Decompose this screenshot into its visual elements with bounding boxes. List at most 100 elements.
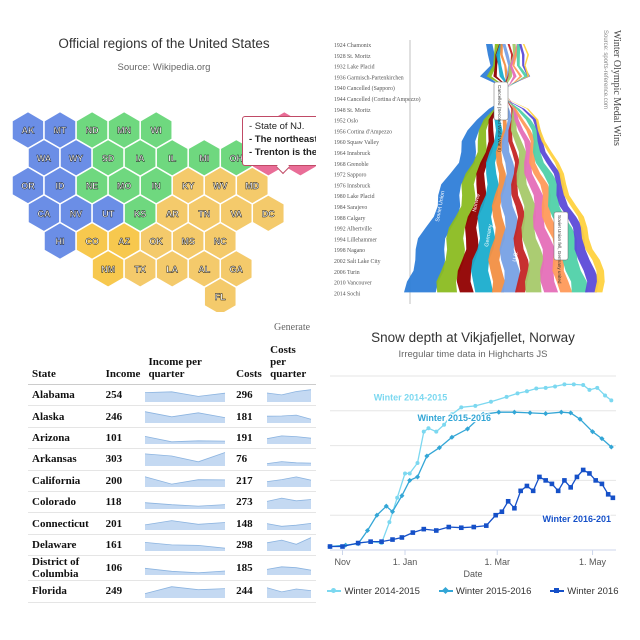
snow-point (549, 481, 555, 487)
snow-point (534, 386, 539, 391)
snow-series-3[interactable] (327, 467, 616, 549)
table-row: Arkansas 303 76 (28, 448, 316, 471)
sparkline[interactable] (144, 514, 226, 531)
table-row: Arizona 101 191 (28, 427, 316, 450)
legend-item-3[interactable]: Winter 2016 (550, 586, 619, 597)
cell-costs: 217 (232, 470, 267, 492)
snow-point (537, 474, 542, 480)
sparkline[interactable] (266, 493, 312, 509)
sparkline[interactable] (266, 407, 312, 424)
cell-state: Arizona (28, 427, 102, 450)
snow-x-title: Date (463, 569, 482, 579)
stream-band-1[interactable] (404, 44, 507, 293)
cell-costs-quarter (266, 384, 316, 407)
stream-band-9[interactable] (507, 44, 559, 293)
sparkline[interactable] (266, 386, 312, 402)
hex-tile-nm[interactable]: NM (91, 249, 125, 289)
hex-tile-dc[interactable]: DC (251, 193, 286, 233)
sparkline[interactable] (144, 535, 226, 552)
hex-label: NC (214, 237, 227, 247)
snow-point (355, 540, 361, 546)
snow-series-label: Winter 2016-201 (543, 514, 611, 524)
stream-band-6[interactable] (499, 44, 521, 293)
snow-point (410, 530, 416, 535)
snow-point (543, 385, 548, 390)
sparkline[interactable] (266, 428, 312, 445)
snow-point (515, 391, 520, 396)
table-panel: Generate State Income Income per quarter… (12, 318, 316, 610)
snow-point (603, 393, 608, 398)
hex-label: WY (69, 153, 84, 163)
snow-tick-label: 1. May (579, 557, 607, 567)
hex-tile-fl[interactable]: FL (203, 277, 238, 312)
sparkline[interactable] (266, 582, 312, 598)
cell-costs: 298 (232, 534, 267, 557)
cell-income: 106 (101, 555, 145, 582)
stream-band-3[interactable] (456, 44, 509, 293)
snow-point (442, 422, 447, 427)
sparkline[interactable] (266, 471, 312, 488)
snow-legend: Winter 2014-2015 Winter 2015-2016 Winter… (318, 586, 628, 597)
cell-costs-quarter (266, 448, 316, 471)
sparkline[interactable] (266, 450, 312, 466)
stream-year-label: 1980 Lake Placid (334, 194, 375, 200)
tooltip-line-3: - Trenton is the (249, 147, 316, 158)
snow-point (605, 492, 611, 497)
hex-label: IA (136, 153, 146, 163)
snow-point (407, 477, 413, 483)
hex-tile-al[interactable]: AL (187, 249, 222, 289)
snow-point (364, 527, 371, 534)
generated-label: Generate (274, 322, 311, 333)
stream-band-12[interactable] (503, 44, 599, 293)
snow-point (426, 426, 431, 431)
stream-year-label: 2006 Turin (334, 270, 360, 276)
snow-point (518, 488, 523, 494)
sparkline[interactable] (144, 428, 226, 445)
sparkline[interactable] (144, 407, 226, 424)
hexmap-chart[interactable]: AKMTNDMNWIMEWAWYSDIAILMIOHPANJORIDNEMOIN… (12, 12, 316, 312)
hex-label: NM (101, 264, 115, 274)
cell-costs: 76 (232, 448, 267, 471)
snow-point (530, 488, 536, 494)
tooltip-line-1: - State of NJ. (249, 121, 305, 132)
legend-item-1[interactable]: Winter 2014-2015 (327, 586, 420, 597)
snow-point (387, 520, 392, 525)
snow-series-label: Winter 2015-2016 (418, 413, 491, 423)
cell-costs-quarter (266, 512, 316, 535)
sparkline[interactable] (144, 493, 226, 509)
sparkline[interactable] (266, 559, 312, 575)
cell-income: 254 (101, 384, 145, 407)
hex-label: TX (134, 264, 146, 274)
snow-point (449, 412, 454, 417)
cell-costs-quarter (266, 491, 316, 514)
hex-label: WI (151, 126, 162, 136)
header-costs-quarter: Costs per quarter (266, 344, 316, 385)
cell-costs-quarter (266, 555, 316, 582)
stream-year-label: 2010 Vancouver (334, 281, 372, 287)
svg-text:Soviet Union fell, Germany uni: Soviet Union fell, Germany united (557, 215, 562, 284)
cell-income-quarter (144, 491, 233, 514)
stream-year-label: 2002 Salt Lake City (334, 259, 381, 265)
sparkline[interactable] (144, 471, 226, 488)
legend-item-2[interactable]: Winter 2015-2016 (438, 586, 531, 597)
hexmap-subtitle: Source: Wikipedia.org (117, 62, 211, 73)
sparkline[interactable] (144, 559, 226, 575)
snow-point (493, 512, 498, 518)
cell-state: Connecticut (28, 512, 102, 535)
stream-year-label: 1972 Sapporo (334, 173, 366, 179)
sparkline[interactable] (266, 514, 312, 531)
hex-label: LA (166, 264, 178, 274)
sparkline[interactable] (144, 582, 226, 598)
legend-swatch-2 (438, 587, 453, 595)
cell-costs: 148 (232, 512, 267, 535)
snow-chart[interactable]: Nov 1. Jan 1. Mar 1. May Date Winter 2014-201… (318, 318, 628, 610)
sparkline[interactable] (144, 450, 226, 466)
snow-series-2[interactable] (327, 409, 614, 550)
stream-band-2[interactable] (436, 44, 509, 293)
hex-tile-ga[interactable]: GA (219, 249, 254, 289)
sparkline[interactable] (144, 386, 226, 402)
sparkline[interactable] (266, 535, 312, 552)
cell-income-quarter (144, 512, 233, 535)
snow-point (505, 498, 511, 504)
